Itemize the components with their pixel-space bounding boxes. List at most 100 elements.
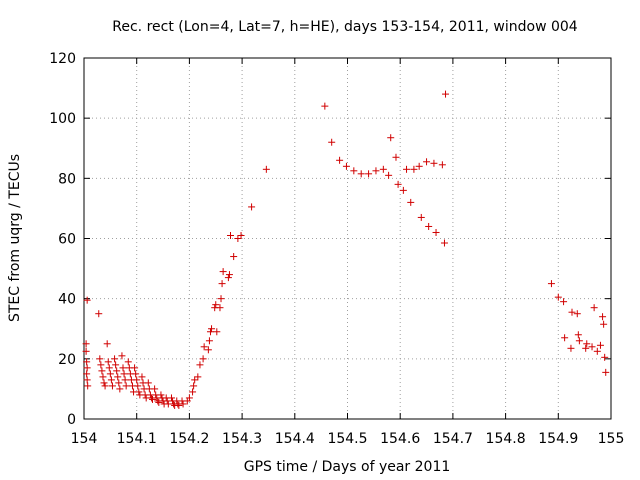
x-tick-label: 154.4 xyxy=(275,431,315,447)
data-point xyxy=(225,271,233,279)
data-point xyxy=(208,325,216,333)
data-point xyxy=(590,304,598,312)
x-tick-label: 154.1 xyxy=(117,431,157,447)
x-tick-label: 154.9 xyxy=(538,431,578,447)
data-point xyxy=(560,298,568,306)
data-point xyxy=(138,373,146,381)
data-point xyxy=(101,382,109,390)
data-point xyxy=(547,280,555,288)
data-point xyxy=(95,310,103,318)
y-tick-label: 60 xyxy=(58,232,76,248)
data-point xyxy=(248,203,256,211)
y-tick-label: 0 xyxy=(67,412,76,428)
data-point xyxy=(135,388,143,396)
data-point xyxy=(83,364,91,372)
data-point xyxy=(399,186,407,194)
data-point xyxy=(372,167,380,175)
data-point xyxy=(151,385,159,393)
data-point xyxy=(573,310,581,318)
data-point xyxy=(119,364,127,372)
x-tick-label: 154.2 xyxy=(169,431,209,447)
data-point xyxy=(600,320,608,328)
data-point xyxy=(224,274,232,282)
data-point xyxy=(237,231,245,239)
data-point xyxy=(189,388,197,396)
data-point xyxy=(217,295,225,303)
data-point xyxy=(113,367,121,375)
data-point xyxy=(425,222,433,230)
data-point xyxy=(112,361,120,369)
data-point xyxy=(410,165,418,173)
y-axis-label: STEC from uqrg / TECUs xyxy=(7,154,23,322)
y-tick-label: 120 xyxy=(49,51,76,67)
data-point xyxy=(432,228,440,236)
data-point xyxy=(212,301,220,309)
data-point xyxy=(84,382,92,390)
data-point xyxy=(107,376,115,384)
data-point xyxy=(167,394,175,402)
data-point xyxy=(96,355,104,363)
data-point xyxy=(155,398,163,406)
data-point xyxy=(99,373,107,381)
data-point xyxy=(185,394,193,402)
data-point xyxy=(575,337,583,345)
data-point xyxy=(191,376,199,384)
data-point xyxy=(83,358,91,366)
data-point xyxy=(120,370,128,378)
data-point xyxy=(567,344,575,352)
data-point xyxy=(98,367,106,375)
data-point xyxy=(568,308,576,316)
data-point xyxy=(114,373,122,381)
chart-title: Rec. rect (Lon=4, Lat=7, h=HE), days 153… xyxy=(112,19,578,35)
data-point xyxy=(111,355,119,363)
x-tick-label: 154 xyxy=(71,431,98,447)
data-point xyxy=(157,391,165,399)
data-point xyxy=(106,370,114,378)
data-point xyxy=(582,344,590,352)
data-point xyxy=(599,313,607,321)
data-point xyxy=(219,268,227,276)
data-point xyxy=(417,213,425,221)
data-point xyxy=(115,379,123,387)
data-point xyxy=(82,340,90,348)
data-point xyxy=(83,376,91,384)
data-point xyxy=(205,337,213,345)
data-point xyxy=(234,235,242,242)
data-point xyxy=(328,138,336,146)
grid-lines xyxy=(84,58,611,419)
data-point xyxy=(583,340,591,348)
data-point xyxy=(213,328,221,336)
data-point xyxy=(97,361,105,369)
data-point xyxy=(403,165,411,173)
data-point xyxy=(82,347,90,355)
x-tick-label: 155 xyxy=(598,431,625,447)
x-tick-label: 154.6 xyxy=(380,431,420,447)
data-point xyxy=(430,159,438,167)
data-point xyxy=(350,167,358,175)
data-point xyxy=(601,353,609,361)
data-point xyxy=(321,102,329,110)
data-point xyxy=(132,370,140,378)
axis-ticks: 0 20 40 60 80 100 120 154 154.1 154.2 154.3 154.4 15… xyxy=(49,51,624,447)
data-point xyxy=(561,334,569,342)
x-axis-label: GPS time / Days of year 2011 xyxy=(244,459,451,475)
y-tick-label: 100 xyxy=(49,111,76,127)
x-tick-label: 154.7 xyxy=(433,431,473,447)
data-point xyxy=(204,346,212,354)
data-point xyxy=(596,341,604,349)
data-point xyxy=(365,170,373,178)
data-point xyxy=(83,370,91,378)
data-point xyxy=(175,401,183,409)
x-tick-label: 154.3 xyxy=(222,431,262,447)
data-point xyxy=(602,368,610,376)
data-point xyxy=(121,376,129,384)
data-points xyxy=(82,90,610,409)
y-tick-label: 20 xyxy=(58,352,76,368)
data-point xyxy=(385,171,393,179)
data-point xyxy=(144,379,152,387)
data-point xyxy=(100,379,108,387)
data-point xyxy=(336,156,344,164)
data-point xyxy=(423,158,431,166)
data-point xyxy=(387,134,395,142)
data-point xyxy=(104,358,112,366)
